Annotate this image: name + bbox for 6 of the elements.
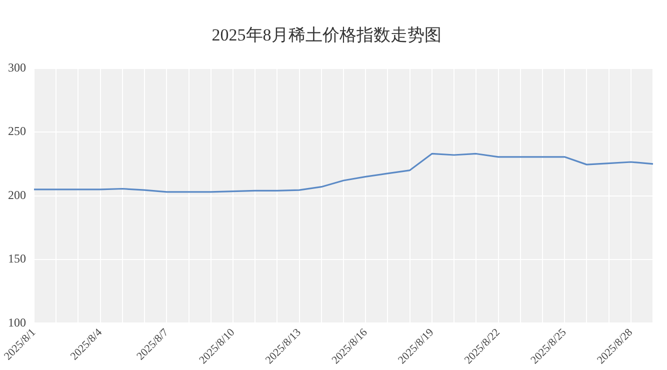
y-tick-label: 200 xyxy=(8,188,26,202)
y-tick-label: 300 xyxy=(8,60,26,75)
y-tick-label: 150 xyxy=(8,252,26,266)
chart-title: 2025年8月稀土价格指数走势图 xyxy=(212,26,442,45)
y-tick-label: 250 xyxy=(8,124,26,138)
y-tick-label: 100 xyxy=(8,315,26,330)
